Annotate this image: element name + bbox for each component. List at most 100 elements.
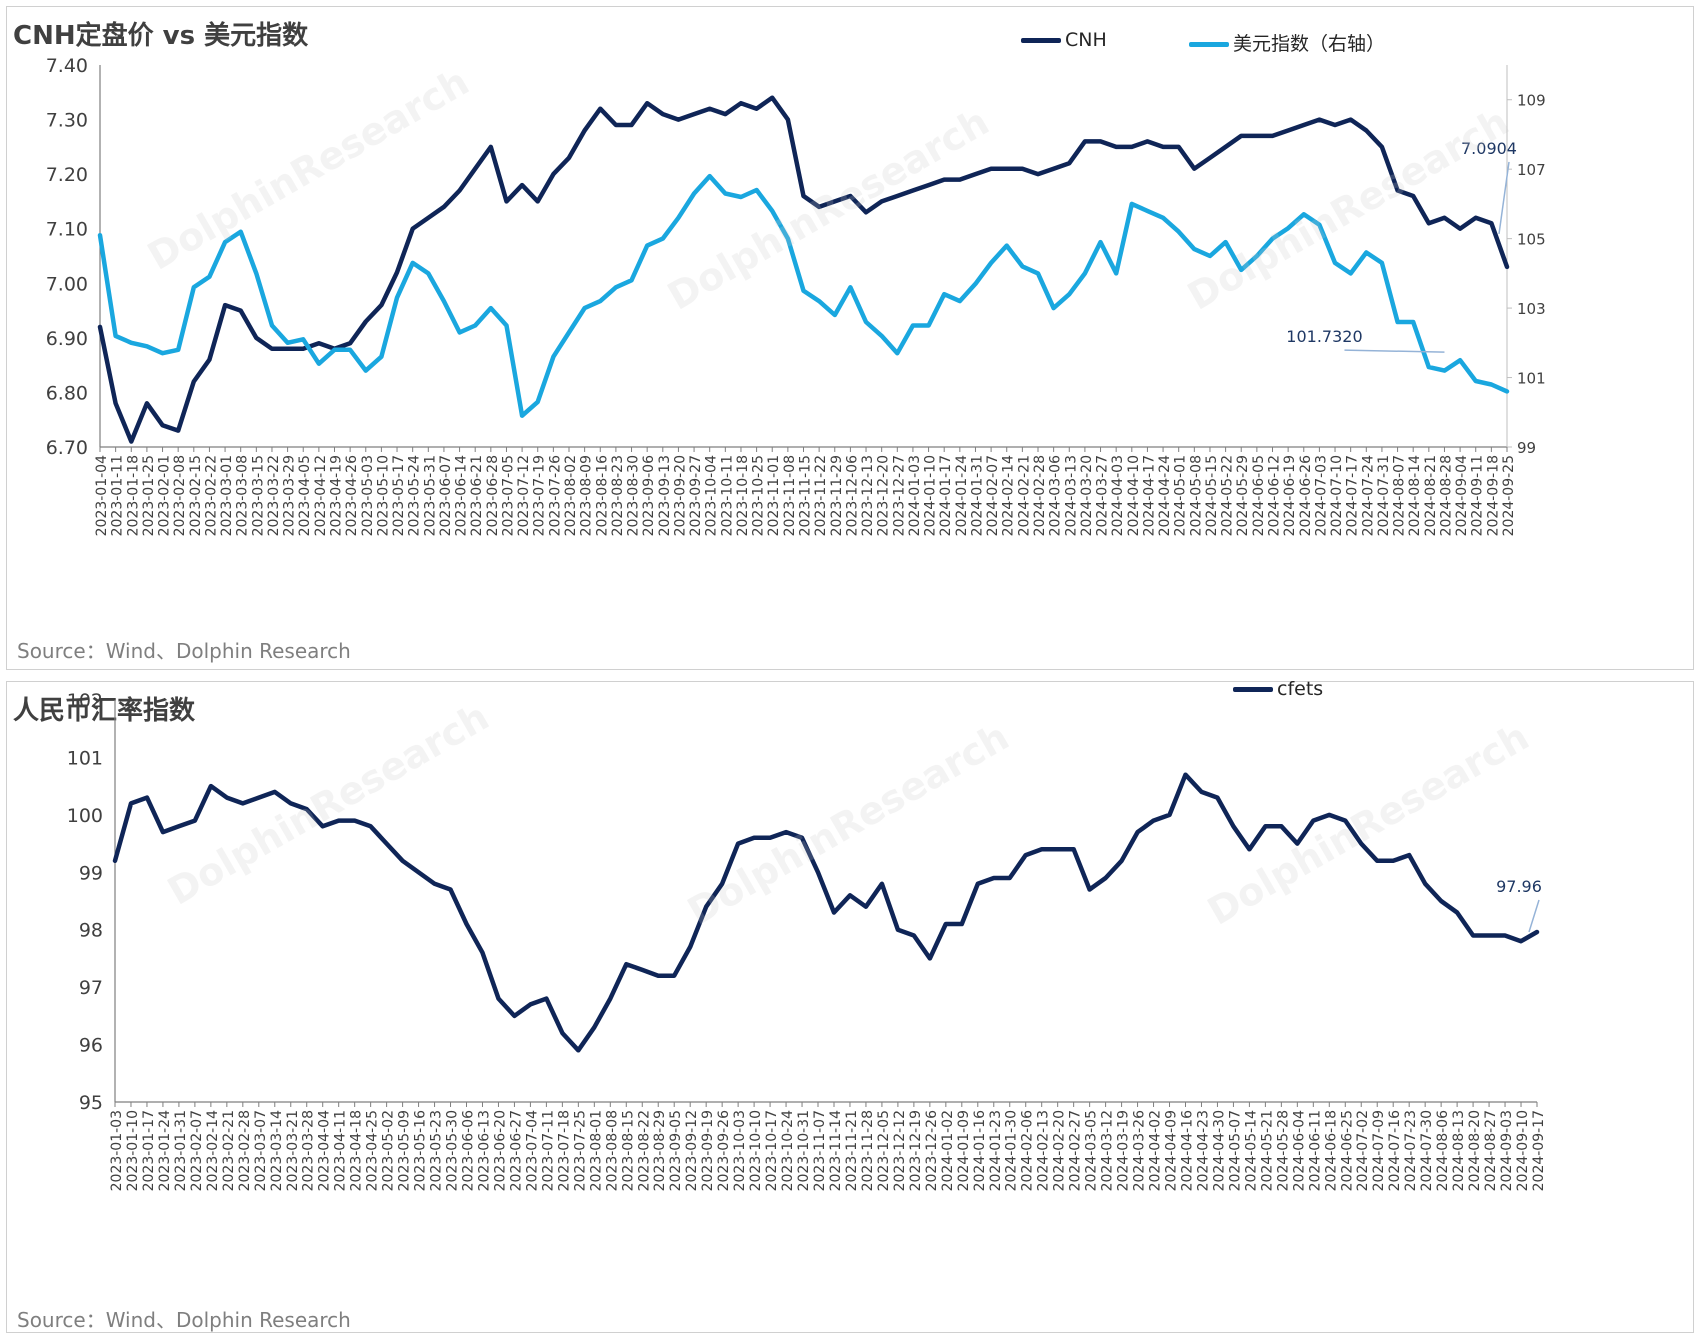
x-tick-label: 2023-02-01 [157, 455, 173, 536]
x-tick-label: 2023-05-30 [445, 1110, 461, 1191]
x-tick-label: 2023-10-24 [780, 1110, 796, 1191]
cnh-vs-dxy-panel: CNH定盘价 vs 美元指数 CNH 美元指数（右轴） 7.40 7.30 7.20… [6, 6, 1694, 670]
x-tick-label: 2024-07-17 [1345, 455, 1361, 536]
legend-cnh-swatch [1021, 38, 1061, 43]
x-tick-label: 2023-07-26 [547, 455, 563, 536]
x-tick-label: 2023-06-27 [508, 1110, 524, 1191]
x-tick-label: 2023-12-06 [844, 455, 860, 536]
x-tick-label: 2023-07-19 [532, 455, 548, 536]
x-tick-label: 2024-02-20 [1052, 1110, 1068, 1191]
x-tick-label: 2023-01-03 [109, 1110, 125, 1191]
x-tick-label: 2024-01-02 [940, 1110, 956, 1191]
x-tick-label: 2024-05-29 [1235, 455, 1251, 536]
chart2-source: Source：Wind、Dolphin Research [17, 1308, 351, 1332]
x-tick-label: 2023-02-28 [237, 1110, 253, 1191]
x-tick-label: 2024-05-07 [1227, 1110, 1243, 1191]
x-tick-label: 2024-08-21 [1423, 455, 1439, 536]
legend-dxy-label: 美元指数（右轴） [1233, 33, 1386, 55]
x-tick-label: 2023-01-24 [157, 1110, 173, 1191]
x-tick-label: 2023-07-12 [516, 455, 532, 536]
x-tick-label: 2023-03-07 [253, 1110, 269, 1191]
x-tick-label: 2023-11-14 [828, 1110, 844, 1191]
x-tick-label: 2024-09-03 [1499, 1110, 1515, 1191]
x-tick-label: 2023-12-20 [876, 455, 892, 536]
x-tick-label: 2024-07-03 [1313, 455, 1329, 536]
x-tick-label: 2024-05-21 [1259, 1110, 1275, 1191]
x-tick-label: 2024-02-21 [1016, 455, 1032, 536]
x-tick-label: 2023-08-16 [594, 455, 610, 536]
y-tick-label-left: 7.40 [46, 55, 88, 77]
x-tick-label: 2024-01-09 [956, 1110, 972, 1191]
x-tick-label: 2024-02-13 [1036, 1110, 1052, 1191]
x-tick-label: 2024-02-06 [1020, 1110, 1036, 1191]
x-tick-label: 2024-08-27 [1483, 1110, 1499, 1191]
x-tick-label: 2024-04-23 [1195, 1110, 1211, 1191]
x-tick-label: 2023-03-28 [301, 1110, 317, 1191]
x-tick-label: 2023-05-17 [391, 455, 407, 536]
x-tick-label: 2024-02-14 [1001, 455, 1017, 536]
x-tick-label: 2023-04-05 [297, 455, 313, 536]
x-tick-label: 2024-06-11 [1307, 1110, 1323, 1191]
x-tick-label: 2023-01-17 [141, 1110, 157, 1191]
x-tick-label: 2023-06-06 [461, 1110, 477, 1191]
x-tick-label: 2023-03-22 [266, 455, 282, 536]
x-tick-label: 2023-09-06 [641, 455, 657, 536]
x-tick-label: 2023-04-19 [329, 455, 345, 536]
x-tick-label: 2023-01-25 [141, 455, 157, 536]
y-tick-label-left: 100 [67, 805, 103, 827]
x-tick-label: 2024-06-05 [1251, 455, 1267, 536]
x-tick-label: 2024-08-14 [1407, 455, 1423, 536]
x-tick-label: 2023-11-29 [829, 455, 845, 536]
x-tick-label: 2023-01-11 [110, 455, 126, 536]
y-tick-label-right: 103 [1517, 300, 1546, 318]
series-line-1 [97, 95, 1510, 444]
y-tick-label-right: 105 [1517, 231, 1546, 249]
x-tick-label: 2023-03-14 [269, 1110, 285, 1191]
annotation-label: 97.96 [1496, 877, 1542, 896]
x-tick-label: 2024-03-26 [1132, 1110, 1148, 1191]
x-tick-label: 2023-03-29 [282, 455, 298, 536]
x-tick-label: 2023-01-18 [125, 455, 141, 536]
x-tick-label: 2023-12-19 [908, 1110, 924, 1191]
x-tick-label: 2023-08-15 [620, 1110, 636, 1191]
x-tick-label: 2024-06-26 [1298, 455, 1314, 536]
x-tick-label: 2024-03-05 [1084, 1110, 1100, 1191]
x-tick-label: 2023-08-23 [610, 455, 626, 536]
x-tick-label: 2023-08-29 [652, 1110, 668, 1191]
x-tick-label: 2024-06-18 [1323, 1110, 1339, 1191]
x-tick-label: 2024-06-04 [1291, 1110, 1307, 1191]
x-tick-label: 2023-04-12 [313, 455, 329, 536]
x-tick-label: 2023-05-24 [407, 455, 423, 536]
x-tick-label: 2024-08-28 [1438, 455, 1454, 536]
x-tick-label: 2024-07-31 [1376, 455, 1392, 536]
legend-cfets: cfets [1233, 678, 1323, 700]
x-tick-label: 2023-06-13 [476, 1110, 492, 1191]
x-tick-label: 2024-09-11 [1470, 455, 1486, 536]
x-tick-label: 2024-01-03 [907, 455, 923, 536]
x-tick-label: 2023-11-28 [860, 1110, 876, 1191]
x-tick-label: 2024-05-01 [1173, 455, 1189, 536]
x-tick-label: 2024-05-08 [1188, 455, 1204, 536]
x-tick-label: 2023-10-25 [751, 455, 767, 536]
y-tick-label-left: 6.80 [46, 382, 88, 404]
x-tick-label: 2023-08-01 [588, 1110, 604, 1191]
y-tick-label-left: 7.30 [46, 110, 88, 132]
x-tick-label: 2024-09-25 [1501, 455, 1517, 536]
x-tick-label: 2023-09-12 [684, 1110, 700, 1191]
chart1-plot: 7.40 7.30 7.20 7.10 7.00 6.90 6.80 6.70 109 107 10… [46, 55, 1546, 536]
x-tick-label: 2024-08-06 [1435, 1110, 1451, 1191]
x-tick-label: 2023-02-07 [189, 1110, 205, 1191]
x-tick-label: 2024-02-27 [1068, 1110, 1084, 1191]
x-tick-label: 2024-03-06 [1048, 455, 1064, 536]
y-tick-label-left: 6.90 [46, 328, 88, 350]
x-tick-label: 2023-01-31 [173, 1110, 189, 1191]
y-tick-label-left: 6.70 [46, 437, 88, 459]
x-tick-label: 2023-04-11 [333, 1110, 349, 1191]
x-tick-label: 2023-10-03 [732, 1110, 748, 1191]
x-tick-label: 2024-01-30 [1004, 1110, 1020, 1191]
y-tick-label-left: 7.20 [46, 164, 88, 186]
x-tick-label: 2023-07-25 [572, 1110, 588, 1191]
y-tick-label-left: 7.00 [46, 273, 88, 295]
x-tick-label: 2023-04-26 [344, 455, 360, 536]
